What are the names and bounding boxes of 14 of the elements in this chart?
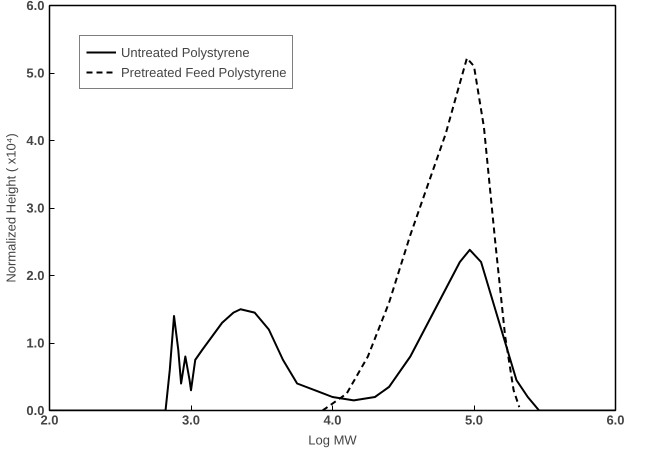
- x-tick-label: 4.0: [323, 412, 342, 428]
- x-axis-title: Log MW: [308, 432, 358, 448]
- legend-label: Untreated Polystyrene: [121, 44, 250, 60]
- y-axis-title: Normalized Height ( x10⁴): [3, 133, 18, 283]
- y-tick-label: 4.0: [26, 133, 45, 148]
- y-tick-label: 6.0: [26, 0, 45, 13]
- x-tick-label: 5.0: [464, 412, 484, 428]
- y-tick-label: 3.0: [26, 200, 45, 216]
- y-tick-label: 2.0: [26, 268, 45, 283]
- legend-label: Pretreated Feed Polystyrene: [121, 64, 286, 80]
- y-tick-label: 5.0: [26, 66, 45, 80]
- x-tick-label: 3.0: [182, 412, 200, 428]
- y-tick-label: 1.0: [26, 336, 45, 350]
- x-tick-label: 6.0: [606, 412, 625, 428]
